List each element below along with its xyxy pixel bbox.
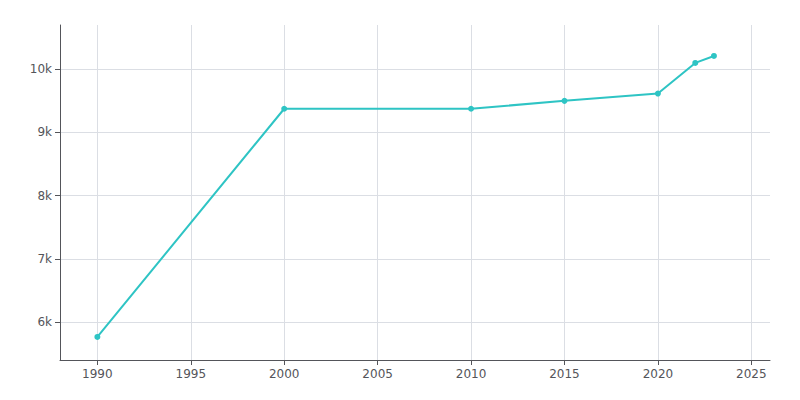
svg-text:2005: 2005 (362, 367, 393, 381)
svg-text:1990: 1990 (82, 367, 113, 381)
svg-text:2010: 2010 (456, 367, 487, 381)
svg-text:2000: 2000 (269, 367, 300, 381)
svg-text:8k: 8k (37, 189, 52, 203)
svg-text:9k: 9k (37, 125, 52, 139)
svg-text:6k: 6k (37, 315, 52, 329)
svg-text:2015: 2015 (549, 367, 580, 381)
svg-text:10k: 10k (30, 62, 52, 76)
svg-text:7k: 7k (37, 252, 52, 266)
svg-text:2020: 2020 (643, 367, 674, 381)
svg-text:2025: 2025 (736, 367, 767, 381)
svg-text:1995: 1995 (176, 367, 207, 381)
